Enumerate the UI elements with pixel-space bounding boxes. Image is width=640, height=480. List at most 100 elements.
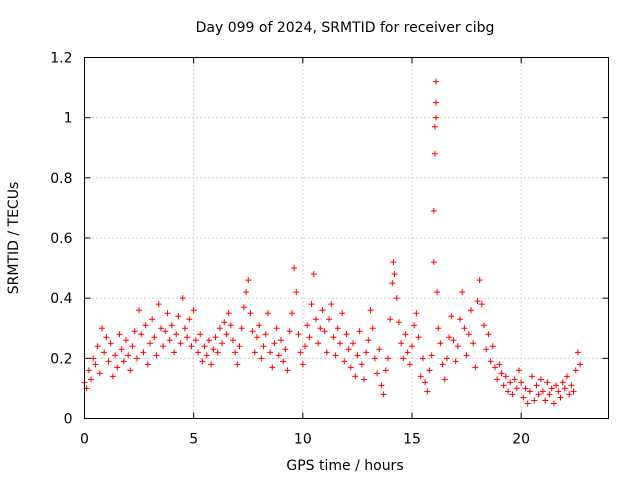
data-point [437, 340, 444, 347]
data-point [267, 349, 274, 356]
data-point [443, 355, 450, 362]
data-point [225, 310, 232, 317]
data-point [433, 99, 440, 106]
data-point [478, 301, 485, 308]
data-point [107, 340, 114, 347]
data-point [409, 343, 415, 350]
data-point [550, 400, 557, 407]
data-point [260, 343, 267, 350]
data-point [566, 391, 573, 398]
data-point [328, 301, 335, 308]
data-point [339, 310, 346, 317]
data-point [304, 322, 311, 329]
data-point [485, 331, 492, 338]
data-point [413, 310, 420, 317]
data-point [395, 319, 402, 326]
data-point [302, 343, 309, 350]
data-point [249, 328, 256, 335]
data-point [450, 337, 457, 344]
data-point [476, 277, 483, 284]
data-point [212, 334, 219, 341]
data-point [321, 328, 328, 335]
data-point [90, 355, 97, 362]
data-point [234, 361, 241, 368]
data-point [343, 331, 350, 338]
data-point [190, 307, 197, 314]
data-point [315, 340, 322, 347]
data-point [433, 78, 440, 85]
data-point [310, 271, 317, 278]
data-point [171, 349, 178, 356]
data-point [559, 379, 566, 386]
data-point [155, 301, 162, 308]
y-axis-title: SRMTID / TECUs [6, 182, 22, 295]
data-point [208, 361, 215, 368]
data-point [544, 379, 551, 386]
data-point [513, 385, 520, 392]
data-point [448, 313, 455, 320]
data-point [374, 370, 381, 377]
data-point [356, 328, 363, 335]
data-point [430, 259, 437, 266]
y-tick-label: 1 [64, 111, 73, 127]
data-point [472, 364, 479, 371]
data-point [144, 361, 151, 368]
data-point [561, 385, 568, 392]
chart-title: Day 099 of 2024, SRMTID for receiver cib… [196, 20, 495, 36]
data-point [548, 385, 555, 392]
data-point [428, 352, 435, 359]
data-point [336, 340, 343, 347]
data-point [483, 346, 490, 353]
data-point [487, 358, 494, 365]
y-tick-label: 0 [64, 412, 73, 428]
data-point [520, 394, 527, 401]
data-point [214, 349, 221, 356]
data-point [557, 394, 564, 401]
data-point [384, 355, 391, 362]
data-point [253, 334, 260, 341]
data-point [371, 355, 378, 362]
data-point [85, 367, 92, 374]
data-point [341, 358, 348, 365]
data-point [491, 364, 498, 371]
data-point [103, 334, 110, 341]
data-point [299, 361, 306, 368]
data-point [360, 376, 367, 383]
data-point [232, 349, 239, 356]
data-point [570, 388, 577, 395]
data-point [424, 388, 431, 395]
data-point [334, 325, 341, 332]
data-point [312, 316, 319, 323]
data-point [186, 316, 193, 323]
data-point [439, 361, 446, 368]
data-point [199, 358, 206, 365]
data-point [286, 328, 293, 335]
data-point [431, 123, 438, 130]
data-point [553, 382, 560, 389]
data-point [378, 382, 385, 389]
data-points [81, 78, 584, 407]
data-point [369, 325, 376, 332]
data-point [142, 322, 149, 329]
data-point [531, 397, 538, 404]
data-point [140, 349, 147, 356]
data-point [354, 352, 361, 359]
data-point [162, 328, 169, 335]
data-point [205, 337, 212, 344]
data-point [446, 334, 453, 341]
data-point [546, 391, 553, 398]
data-point [258, 355, 265, 362]
data-point [166, 337, 173, 344]
data-point [489, 343, 496, 350]
data-point [149, 316, 156, 323]
data-point [223, 331, 230, 338]
data-point [564, 373, 571, 380]
y-tick-label: 0.2 [50, 351, 72, 367]
data-point [195, 349, 202, 356]
data-point [317, 325, 324, 332]
x-tick-label: 10 [294, 432, 312, 448]
data-point [203, 352, 210, 359]
data-point [529, 373, 536, 380]
data-point [400, 355, 407, 362]
data-point [496, 361, 503, 368]
